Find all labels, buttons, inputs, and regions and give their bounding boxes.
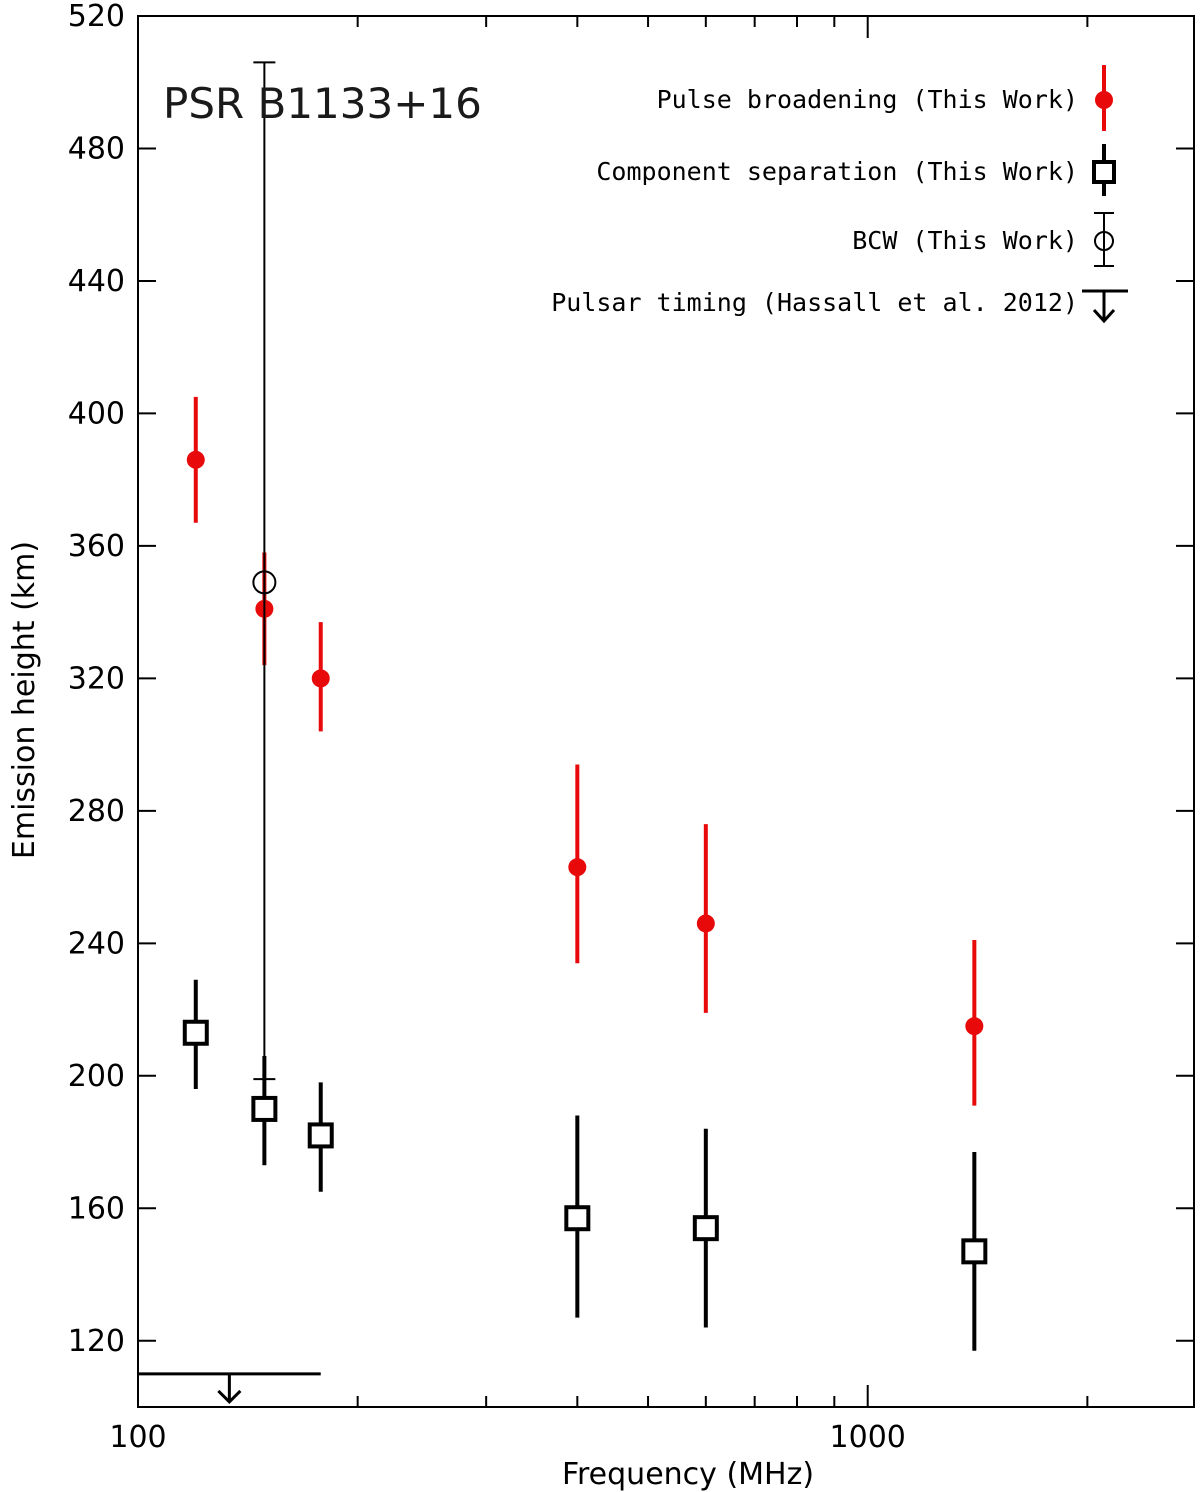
y-tick-label: 440 bbox=[68, 264, 125, 299]
axis-tick-labels: 120 160 200 240 280 320 360 400 440 480 520 100 1000 bbox=[68, 0, 906, 1455]
pulse-broadening-point bbox=[186, 450, 205, 469]
pulse-broadening-point bbox=[311, 669, 330, 688]
component-separation-point bbox=[961, 1238, 988, 1265]
legend-component-separation-symbol bbox=[1092, 160, 1116, 184]
y-tick-label: 200 bbox=[68, 1059, 125, 1094]
data-marks bbox=[138, 61, 988, 1405]
pulse-broadening-point bbox=[965, 1017, 984, 1036]
component-separation-point bbox=[564, 1205, 591, 1232]
legend-pulse-broadening-symbol bbox=[1095, 91, 1113, 109]
component-separation-point bbox=[692, 1215, 719, 1242]
pulsar-timing-limit-arrow-head bbox=[217, 1389, 242, 1405]
plot-frame bbox=[137, 15, 1195, 1408]
legend-label: BCW (This Work) bbox=[852, 226, 1078, 255]
x-axis-label: Frequency (MHz) bbox=[562, 1457, 814, 1492]
chart-title: PSR B1133+16 bbox=[163, 79, 482, 128]
bcw-point bbox=[252, 570, 277, 595]
y-tick-label: 240 bbox=[68, 926, 125, 961]
pulse-broadening-point bbox=[696, 914, 715, 933]
y-axis-label: Emission height (km) bbox=[7, 541, 42, 859]
component-separation-point bbox=[251, 1095, 278, 1122]
legend-label: Component separation (This Work) bbox=[596, 157, 1078, 186]
y-tick-label: 120 bbox=[68, 1324, 125, 1359]
component-separation-point bbox=[182, 1019, 209, 1046]
y-tick-label: 320 bbox=[68, 661, 125, 696]
x-tick-label: 100 bbox=[109, 1420, 166, 1455]
legend-label: Pulse broadening (This Work) bbox=[657, 85, 1078, 114]
y-tick-label: 280 bbox=[68, 794, 125, 829]
y-tick-label: 520 bbox=[68, 0, 125, 34]
y-tick-label: 400 bbox=[68, 396, 125, 431]
legend: Pulse broadening (This Work) Component se… bbox=[551, 65, 1128, 324]
legend-pulsar-timing-arrow-head bbox=[1092, 308, 1116, 324]
component-separation-point bbox=[307, 1122, 334, 1149]
axis-ticks bbox=[137, 15, 1194, 1407]
y-tick-label: 160 bbox=[68, 1191, 125, 1226]
pulse-broadening-point bbox=[568, 858, 587, 877]
y-tick-label: 480 bbox=[68, 131, 125, 166]
y-tick-label: 360 bbox=[68, 529, 125, 564]
x-tick-label: 1000 bbox=[830, 1420, 906, 1455]
legend-label: Pulsar timing (Hassall et al. 2012) bbox=[551, 288, 1078, 317]
legend-bcw-symbol bbox=[1094, 231, 1114, 251]
